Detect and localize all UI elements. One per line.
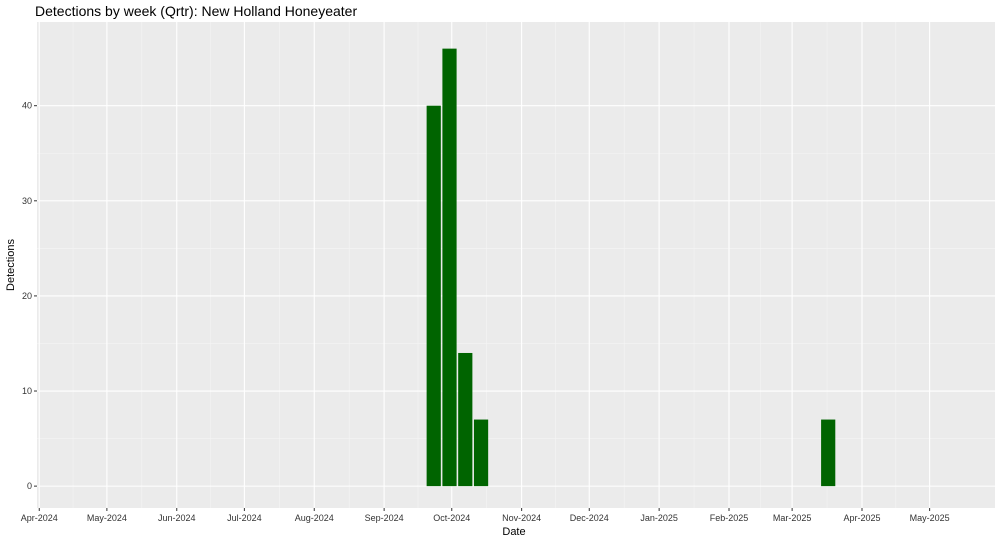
y-axis-label: Detections xyxy=(5,239,17,291)
bar xyxy=(473,419,489,487)
x-tick-label: Oct-2024 xyxy=(433,513,470,523)
x-tick-label: May-2025 xyxy=(910,513,950,523)
y-tick-label: 20 xyxy=(22,291,32,301)
y-tick-label: 0 xyxy=(27,481,32,491)
x-tick-label: Apr-2025 xyxy=(843,513,880,523)
x-axis-label: Date xyxy=(502,526,525,538)
bar xyxy=(442,48,457,487)
y-tick-label: 40 xyxy=(22,101,32,111)
x-tick-label: Mar-2025 xyxy=(773,513,812,523)
bar xyxy=(821,419,836,487)
x-tick-label: Sep-2024 xyxy=(365,513,404,523)
x-tick-label: Nov-2024 xyxy=(502,513,541,523)
panel xyxy=(37,22,995,508)
chart-title: Detections by week (Qrtr): New Holland H… xyxy=(35,3,357,19)
y-tick-label: 30 xyxy=(22,196,32,206)
x-tick-label: Dec-2024 xyxy=(570,513,609,523)
y-tick-label: 10 xyxy=(22,386,32,396)
bar xyxy=(458,352,473,487)
bar xyxy=(426,105,441,487)
x-tick-label: Jun-2024 xyxy=(158,513,196,523)
x-tick-label: Apr-2024 xyxy=(21,513,58,523)
x-tick-label: Jul-2024 xyxy=(227,513,262,523)
x-tick-label: Feb-2025 xyxy=(710,513,749,523)
x-tick-label: May-2024 xyxy=(87,513,127,523)
x-tick-label: Jan-2025 xyxy=(640,513,678,523)
x-tick-label: Aug-2024 xyxy=(295,513,334,523)
